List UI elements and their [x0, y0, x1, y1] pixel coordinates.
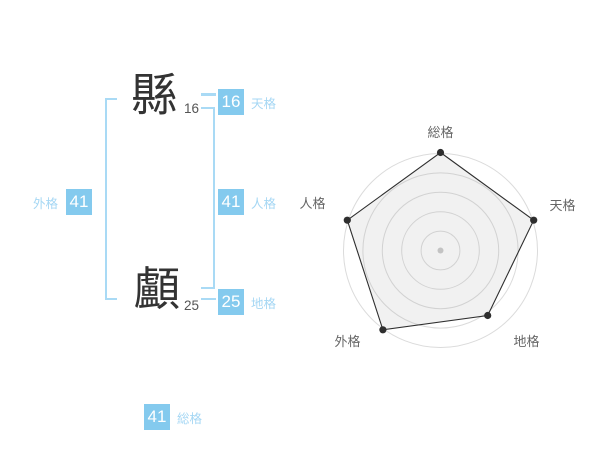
soukaku-value-box: 41 [144, 404, 170, 430]
gaikaku-value-box: 41 [66, 189, 93, 215]
radar-label-gaikaku: 外格 [334, 334, 360, 349]
gaikaku-label: 外格 [33, 196, 59, 211]
soukaku-label: 総格 [177, 411, 203, 426]
jinkaku-label: 人格 [251, 196, 277, 211]
chikaku-connector [201, 297, 216, 300]
radar-chart: 総格 天格 地格 外格 人格 [299, 125, 575, 349]
radar-label-tenkaku: 天格 [549, 198, 575, 213]
tenkaku-value-box: 16 [218, 89, 244, 115]
jinkaku-value-box: 41 [218, 189, 244, 215]
given-name-stroke-count: 25 [184, 298, 200, 313]
surname-stroke-count: 16 [184, 101, 200, 116]
radar-label-jinkaku: 人格 [299, 196, 325, 211]
surname-kanji: 縣 [131, 68, 177, 122]
tenkaku-label: 天格 [251, 96, 277, 111]
radar-label-chikaku: 地格 [513, 334, 539, 349]
chikaku-label: 地格 [251, 296, 277, 311]
chikaku-value-box: 25 [218, 289, 244, 315]
jinkaku-row: 41 人格 [218, 189, 276, 215]
radar-label-soukaku: 総格 [427, 125, 453, 140]
jinkaku-bracket [201, 107, 215, 289]
gaikaku-bracket [105, 98, 117, 300]
radar-polygon [346, 151, 535, 331]
chikaku-row: 25 地格 [218, 289, 276, 315]
radar-vertex-dots [343, 148, 538, 334]
soukaku-row: 41 総格 [144, 404, 202, 430]
given-name-kanji: 顱 [134, 262, 180, 316]
gaikaku-row: 外格 41 [33, 189, 93, 215]
tenkaku-connector [201, 93, 216, 96]
tenkaku-row: 16 天格 [218, 89, 276, 115]
